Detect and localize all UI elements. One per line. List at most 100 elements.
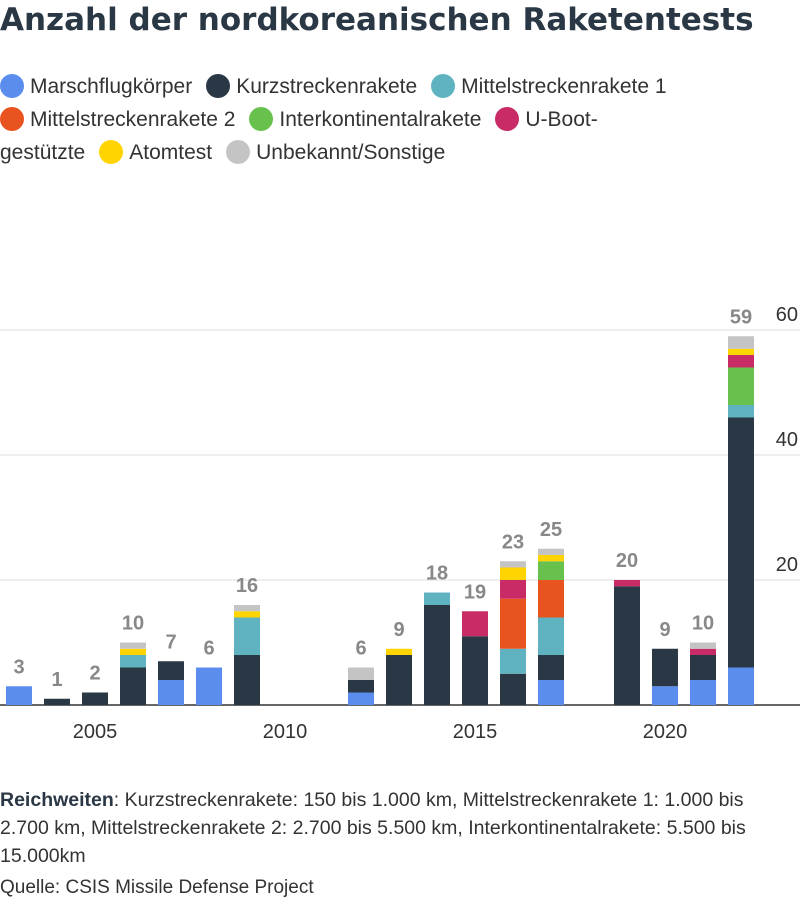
bar-segment bbox=[44, 698, 70, 705]
footnote-text: : Kurzstreckenrakete: 150 bis 1.000 km, … bbox=[0, 789, 746, 867]
bar-segment bbox=[728, 355, 754, 368]
legend-item: Atomtest bbox=[99, 136, 212, 169]
legend-item: Mittelstreckenrakete 1 bbox=[431, 70, 667, 103]
bar-segment bbox=[538, 655, 564, 680]
x-tick-label: 2010 bbox=[263, 721, 308, 743]
legend: Marschflugkörper Kurzstreckenrakete Mittel… bbox=[0, 70, 790, 169]
bar-segment bbox=[234, 617, 260, 655]
bar-total-label: 59 bbox=[730, 306, 752, 328]
x-tick-label: 2005 bbox=[73, 721, 118, 743]
bar-total-label: 20 bbox=[616, 550, 638, 572]
bar-segment bbox=[652, 648, 678, 687]
legend-item: Interkontinentalrakete bbox=[249, 103, 481, 136]
legend-swatch bbox=[226, 140, 251, 164]
bar-segment bbox=[424, 605, 450, 705]
legend-label: Mittelstreckenrakete 2 bbox=[30, 108, 236, 131]
x-tick-label: 2020 bbox=[643, 721, 688, 743]
bar-segment bbox=[120, 648, 146, 655]
bar-segment bbox=[500, 648, 526, 674]
bar-total-label: 6 bbox=[355, 638, 366, 660]
bar-segment bbox=[462, 611, 488, 637]
bar-segment bbox=[6, 686, 32, 705]
legend-row: gestützte Atomtest Unbekannt/Sonstige bbox=[0, 136, 790, 169]
bar-segment bbox=[690, 642, 716, 649]
bar-segment bbox=[348, 692, 374, 705]
legend-item: Mittelstreckenrakete 2 bbox=[0, 103, 235, 136]
bar-total-label: 1 bbox=[51, 669, 62, 691]
bar-segment bbox=[120, 667, 146, 705]
bar-segment bbox=[386, 648, 412, 655]
bar-segment bbox=[538, 555, 564, 562]
source-note: Quelle: CSIS Missile Defense Project bbox=[0, 877, 314, 898]
bar-total-label: 3 bbox=[13, 656, 24, 678]
bar-total-label: 18 bbox=[426, 563, 448, 585]
legend-label: gestützte bbox=[0, 141, 86, 164]
bar-total-label: 9 bbox=[659, 619, 670, 641]
bar-segment bbox=[614, 586, 640, 705]
bar-segment bbox=[348, 667, 374, 680]
legend-item: gestützte bbox=[0, 136, 85, 169]
legend-swatch bbox=[0, 74, 24, 98]
bar-segment bbox=[538, 617, 564, 655]
legend-swatch bbox=[206, 74, 231, 98]
legend-label: Kurzstreckenrakete bbox=[236, 75, 418, 98]
bar-segment bbox=[234, 605, 260, 612]
legend-row: Marschflugkörper Kurzstreckenrakete Mittel… bbox=[0, 70, 790, 103]
legend-item: Unbekannt/Sonstige bbox=[226, 136, 445, 169]
legend-label: Marschflugkörper bbox=[30, 75, 193, 98]
legend-label: U-Boot- bbox=[525, 108, 598, 131]
y-tick-label: 40 bbox=[776, 429, 798, 451]
bar-segment bbox=[538, 561, 564, 580]
chart-title: Anzahl der nordkoreanischen Raketentests bbox=[0, 2, 754, 38]
bar-segment bbox=[538, 548, 564, 555]
bar-segment bbox=[424, 592, 450, 605]
bar-segment bbox=[500, 561, 526, 568]
legend-swatch bbox=[99, 140, 124, 164]
bar-total-label: 19 bbox=[464, 581, 486, 603]
legend-item: Marschflugkörper bbox=[0, 70, 192, 103]
legend-row: Mittelstreckenrakete 2 Interkontinentalra… bbox=[0, 103, 790, 136]
bar-total-label: 16 bbox=[236, 575, 258, 597]
bar-total-label: 10 bbox=[692, 613, 714, 635]
bar-total-label: 6 bbox=[203, 638, 214, 660]
bar-segment bbox=[158, 661, 184, 680]
bar-segment bbox=[158, 680, 184, 705]
bar-segment bbox=[690, 655, 716, 680]
bar-total-label: 2 bbox=[89, 663, 100, 685]
legend-item: U-Boot- bbox=[495, 103, 598, 136]
bar-segment bbox=[728, 336, 754, 349]
bar-segment bbox=[500, 673, 526, 705]
bar-segment bbox=[348, 680, 374, 693]
bar-segment bbox=[462, 636, 488, 705]
bar-segment bbox=[690, 680, 716, 705]
bar-total-label: 23 bbox=[502, 531, 524, 553]
legend-swatch bbox=[431, 74, 456, 98]
bar-total-label: 10 bbox=[122, 613, 144, 635]
bar-segment bbox=[196, 667, 222, 705]
bar-segment bbox=[690, 648, 716, 655]
x-tick-label: 2015 bbox=[453, 721, 498, 743]
legend-label: Unbekannt/Sonstige bbox=[256, 141, 446, 164]
bar-segment bbox=[500, 598, 526, 649]
bar-segment bbox=[652, 686, 678, 705]
bar-segment bbox=[538, 580, 564, 618]
legend-label: Interkontinentalrakete bbox=[279, 108, 482, 131]
bar-segment bbox=[120, 642, 146, 649]
bar-total-label: 7 bbox=[165, 631, 176, 653]
legend-swatch bbox=[495, 107, 520, 131]
bar-segment bbox=[234, 611, 260, 618]
bar-total-label: 25 bbox=[540, 519, 562, 541]
bar-segment bbox=[728, 667, 754, 705]
bar-segment bbox=[728, 417, 754, 668]
legend-swatch bbox=[249, 107, 274, 131]
legend-label: Mittelstreckenrakete 1 bbox=[461, 75, 667, 98]
bar-segment bbox=[386, 655, 412, 705]
bar-segment bbox=[500, 580, 526, 599]
bar-segment bbox=[614, 580, 640, 587]
bar-segment bbox=[82, 692, 108, 705]
bar-segment bbox=[728, 348, 754, 355]
bar-segment bbox=[728, 405, 754, 418]
bar-segment bbox=[500, 567, 526, 580]
legend-swatch bbox=[0, 107, 24, 131]
